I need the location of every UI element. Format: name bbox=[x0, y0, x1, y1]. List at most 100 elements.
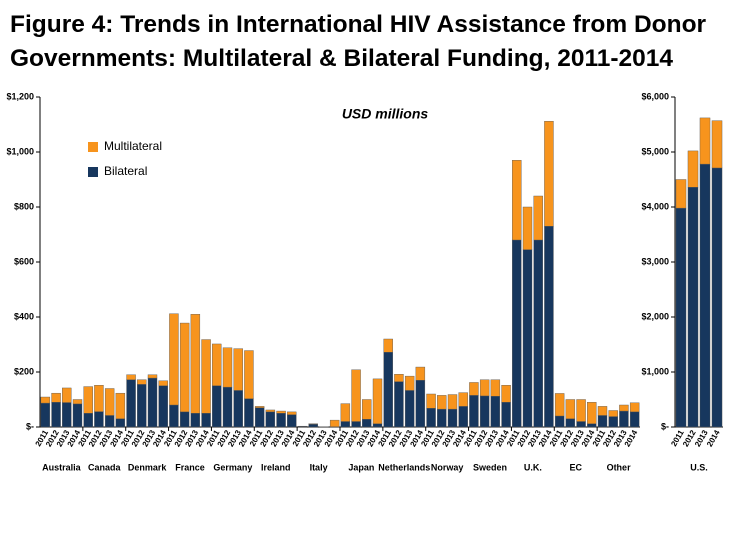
bar-segment bbox=[480, 396, 489, 427]
bar-segment bbox=[73, 400, 82, 404]
bar-segment bbox=[676, 208, 686, 427]
group-label: Other bbox=[607, 462, 632, 472]
bar-segment bbox=[266, 412, 275, 427]
bar-segment bbox=[180, 412, 189, 427]
y-tick-label: $4,000 bbox=[641, 201, 669, 211]
bar-segment bbox=[362, 419, 371, 427]
group-label: Canada bbox=[88, 462, 122, 472]
group-label: Denmark bbox=[128, 462, 168, 472]
bar-segment bbox=[234, 390, 243, 427]
bar-segment bbox=[384, 352, 393, 427]
bar-segment bbox=[191, 314, 200, 413]
bar-segment bbox=[619, 411, 628, 427]
bar-segment bbox=[609, 411, 618, 417]
bar-segment bbox=[94, 385, 103, 411]
bar-segment bbox=[437, 395, 446, 409]
y-tick-label: $800 bbox=[14, 201, 34, 211]
y-tick-label: $1,000 bbox=[641, 366, 669, 376]
group-label: Netherlands bbox=[378, 462, 430, 472]
x-tick-label: 2014 bbox=[705, 428, 722, 448]
bar-segment bbox=[352, 370, 361, 422]
y-tick-label: $1,000 bbox=[6, 146, 34, 156]
bar-segment bbox=[137, 384, 146, 427]
bar-segment bbox=[341, 422, 350, 428]
bar-segment bbox=[159, 381, 168, 386]
group-label: Sweden bbox=[473, 462, 507, 472]
bar-segment bbox=[41, 403, 50, 427]
legend-label: Multilateral bbox=[104, 139, 162, 153]
bar-segment bbox=[394, 382, 403, 427]
bar-segment bbox=[223, 348, 232, 387]
bar-segment bbox=[512, 240, 521, 427]
bar-segment bbox=[448, 395, 457, 410]
bar-segment bbox=[287, 415, 296, 427]
bar-segment bbox=[212, 386, 221, 427]
bar-segment bbox=[384, 339, 393, 352]
bar-segment bbox=[688, 151, 698, 187]
bar-segment bbox=[266, 410, 275, 412]
y-tick-label: $2,000 bbox=[641, 311, 669, 321]
bar-segment bbox=[523, 250, 532, 427]
bar-segment bbox=[416, 367, 425, 380]
bar-segment bbox=[94, 412, 103, 427]
bar-segment bbox=[555, 416, 564, 427]
bar-segment bbox=[405, 376, 414, 390]
bar-segment bbox=[534, 196, 543, 240]
bar-segment bbox=[577, 422, 586, 428]
bar-segment bbox=[544, 226, 553, 427]
bar-segment bbox=[244, 399, 253, 427]
bar-segment bbox=[459, 393, 468, 407]
bar-segment bbox=[180, 323, 189, 412]
bar-segment bbox=[223, 387, 232, 427]
y-tick-label: $- bbox=[26, 421, 34, 431]
bar-segment bbox=[255, 406, 264, 407]
legend-swatch bbox=[88, 167, 98, 177]
title-box: Figure 4: Trends in International HIV As… bbox=[10, 8, 730, 88]
bar-segment bbox=[341, 404, 350, 422]
bar-segment bbox=[405, 390, 414, 427]
bar-segment bbox=[330, 420, 339, 427]
bar-segment bbox=[512, 160, 521, 240]
bar-segment bbox=[62, 388, 71, 403]
bar-segment bbox=[255, 408, 264, 427]
bar-segment bbox=[555, 393, 564, 416]
bar-segment bbox=[544, 121, 553, 226]
group-label: Japan bbox=[348, 462, 374, 472]
bar-segment bbox=[352, 422, 361, 428]
bar-segment bbox=[598, 415, 607, 427]
bar-segment bbox=[566, 419, 575, 427]
y-tick-label: $3,000 bbox=[641, 256, 669, 266]
bar-segment bbox=[127, 380, 136, 427]
bar-segment bbox=[502, 402, 511, 427]
bar-segment bbox=[416, 380, 425, 427]
bar-segment bbox=[712, 168, 722, 427]
bar-segment bbox=[459, 406, 468, 427]
bar-segment bbox=[587, 424, 596, 427]
bar-segment bbox=[676, 180, 686, 209]
bar-segment bbox=[700, 164, 710, 427]
bar-segment bbox=[619, 405, 628, 411]
group-label: Italy bbox=[310, 462, 328, 472]
bar-segment bbox=[84, 387, 93, 414]
bar-segment bbox=[309, 424, 318, 427]
bar-segment bbox=[427, 394, 436, 408]
bar-segment bbox=[448, 409, 457, 427]
y-tick-label: $5,000 bbox=[641, 146, 669, 156]
bar-segment bbox=[491, 380, 500, 397]
bar-segment bbox=[169, 405, 178, 427]
bar-segment bbox=[137, 380, 146, 385]
bar-segment bbox=[62, 403, 71, 427]
bar-segment bbox=[427, 408, 436, 427]
y-tick-label: $600 bbox=[14, 256, 34, 266]
bar-segment bbox=[105, 415, 114, 427]
bar-segment bbox=[202, 413, 211, 427]
bar-segment bbox=[373, 379, 382, 424]
bar-segment bbox=[373, 424, 382, 427]
bar-segment bbox=[116, 419, 125, 427]
bar-segment bbox=[688, 187, 698, 427]
group-label: Germany bbox=[213, 462, 252, 472]
group-label: Norway bbox=[431, 462, 464, 472]
bar-segment bbox=[469, 395, 478, 427]
bar-segment bbox=[437, 409, 446, 427]
bar-segment bbox=[234, 349, 243, 391]
